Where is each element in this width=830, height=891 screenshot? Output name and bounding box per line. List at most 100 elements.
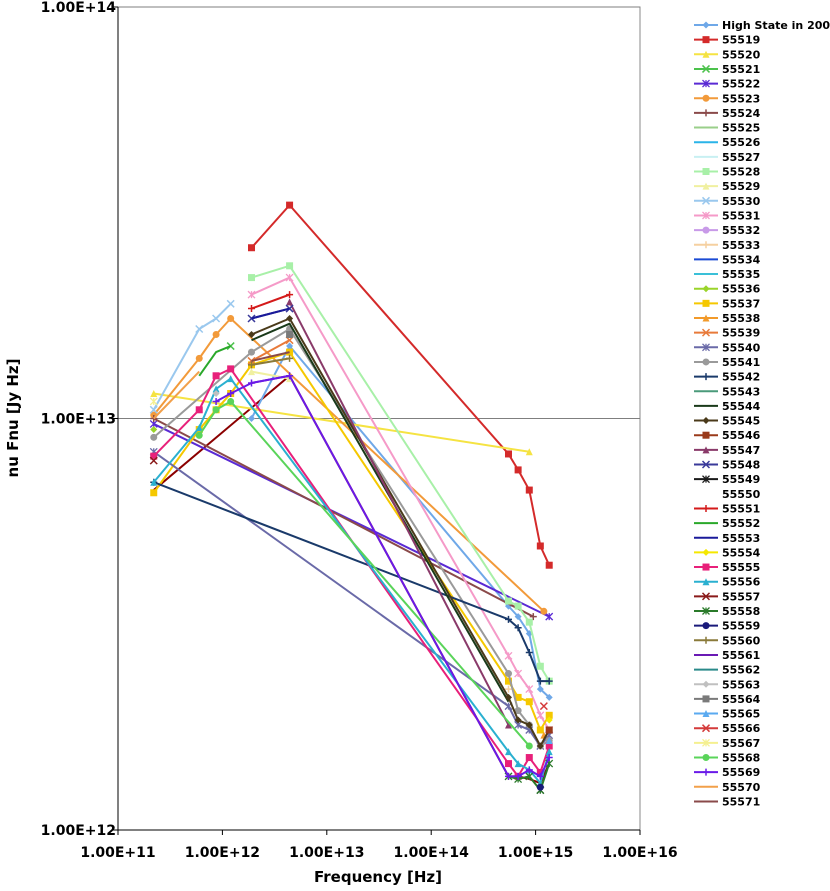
data-point bbox=[701, 328, 711, 337]
data-point bbox=[536, 711, 545, 720]
data-point bbox=[195, 424, 203, 432]
legend-item: 55537 bbox=[694, 297, 760, 310]
legend-item: 55552 bbox=[694, 517, 760, 530]
data-point bbox=[702, 607, 710, 615]
legend-label: 55539 bbox=[722, 327, 760, 340]
legend-label: 55543 bbox=[722, 385, 760, 398]
data-point bbox=[504, 772, 512, 780]
legend-item: 55523 bbox=[694, 92, 760, 105]
legend-label: 55547 bbox=[722, 444, 760, 457]
legend-label: 55520 bbox=[722, 48, 761, 61]
legend-label: 55530 bbox=[722, 195, 761, 208]
data-point bbox=[536, 677, 544, 685]
legend-label: 55534 bbox=[722, 253, 761, 266]
data-point bbox=[545, 742, 553, 750]
data-point bbox=[536, 768, 544, 776]
legend-label: 55570 bbox=[722, 781, 761, 794]
data-point bbox=[285, 273, 294, 282]
legend-item: 55555 bbox=[694, 561, 760, 574]
data-point bbox=[701, 592, 711, 601]
series-50 bbox=[195, 397, 533, 750]
data-point bbox=[286, 262, 294, 270]
series-line bbox=[288, 301, 510, 726]
data-point bbox=[545, 711, 553, 719]
data-point bbox=[702, 373, 710, 381]
data-point bbox=[212, 390, 220, 398]
legend-item: 55535 bbox=[694, 268, 760, 281]
series-line bbox=[251, 322, 510, 703]
data-point bbox=[504, 450, 512, 458]
legend-item: 55557 bbox=[694, 590, 760, 603]
data-point bbox=[150, 390, 158, 398]
legend-item: 55564 bbox=[694, 693, 761, 706]
data-point bbox=[248, 331, 256, 339]
data-point bbox=[195, 324, 204, 334]
data-point bbox=[702, 417, 710, 425]
series-layer bbox=[149, 201, 554, 795]
data-point bbox=[702, 36, 710, 44]
data-point bbox=[227, 390, 235, 398]
data-point bbox=[702, 754, 710, 761]
data-point bbox=[702, 299, 710, 307]
data-point bbox=[525, 721, 533, 729]
series-line bbox=[251, 351, 290, 362]
x-tick-label: 1.00E+12 bbox=[185, 845, 260, 861]
data-point bbox=[545, 726, 553, 734]
data-point bbox=[248, 274, 256, 282]
data-point bbox=[227, 375, 235, 383]
legend-label: 55538 bbox=[722, 312, 760, 325]
data-point bbox=[514, 716, 522, 724]
x-tick-label: 1.00E+14 bbox=[394, 845, 470, 861]
data-point bbox=[248, 361, 256, 369]
legend-item: 55558 bbox=[694, 605, 760, 618]
legend-label: 55560 bbox=[722, 634, 761, 647]
legend-label: 55532 bbox=[722, 224, 760, 237]
series-36 bbox=[545, 716, 553, 724]
series-line bbox=[251, 339, 291, 362]
y-tick-label: 1.00E+12 bbox=[41, 823, 116, 839]
legend-label: 55524 bbox=[722, 107, 761, 120]
legend-label: 55529 bbox=[722, 180, 760, 193]
legend-item: 55522 bbox=[694, 78, 760, 91]
data-point bbox=[227, 397, 235, 405]
data-point bbox=[227, 365, 235, 373]
series-37 bbox=[150, 365, 553, 780]
legend-item: 55550 bbox=[694, 488, 761, 501]
data-point bbox=[504, 685, 512, 693]
data-point bbox=[248, 415, 256, 422]
legend-item: 55531 bbox=[694, 209, 760, 222]
series-line bbox=[251, 307, 290, 320]
legend-label: 55535 bbox=[722, 268, 760, 281]
series-33 bbox=[248, 291, 294, 313]
data-point bbox=[702, 578, 710, 586]
data-point bbox=[504, 693, 512, 701]
plot-area bbox=[117, 6, 641, 831]
legend-item: 55533 bbox=[694, 239, 760, 252]
data-point bbox=[286, 331, 294, 339]
legend-label: 55571 bbox=[722, 795, 760, 808]
data-point bbox=[702, 241, 710, 249]
data-point bbox=[195, 354, 203, 362]
legend-label: 55551 bbox=[722, 502, 760, 515]
data-point bbox=[536, 742, 544, 750]
data-point bbox=[545, 748, 553, 756]
data-point bbox=[514, 466, 522, 474]
legend-label: 55528 bbox=[722, 166, 760, 179]
data-point bbox=[545, 754, 553, 762]
legend-label: 55525 bbox=[722, 122, 760, 135]
data-point bbox=[514, 602, 522, 610]
legend-label: 55567 bbox=[722, 737, 760, 750]
data-point bbox=[212, 372, 220, 380]
data-point bbox=[536, 783, 544, 791]
legend-label: 55568 bbox=[722, 752, 760, 765]
series-34 bbox=[198, 345, 232, 377]
data-point bbox=[539, 702, 548, 711]
data-point bbox=[212, 406, 220, 414]
series-line bbox=[251, 357, 290, 366]
series-39 bbox=[149, 456, 158, 465]
legend-item: 55560 bbox=[694, 634, 761, 647]
data-point bbox=[286, 354, 294, 362]
legend-item: 55565 bbox=[694, 708, 760, 721]
data-point bbox=[536, 726, 544, 734]
series-26 bbox=[251, 322, 510, 703]
